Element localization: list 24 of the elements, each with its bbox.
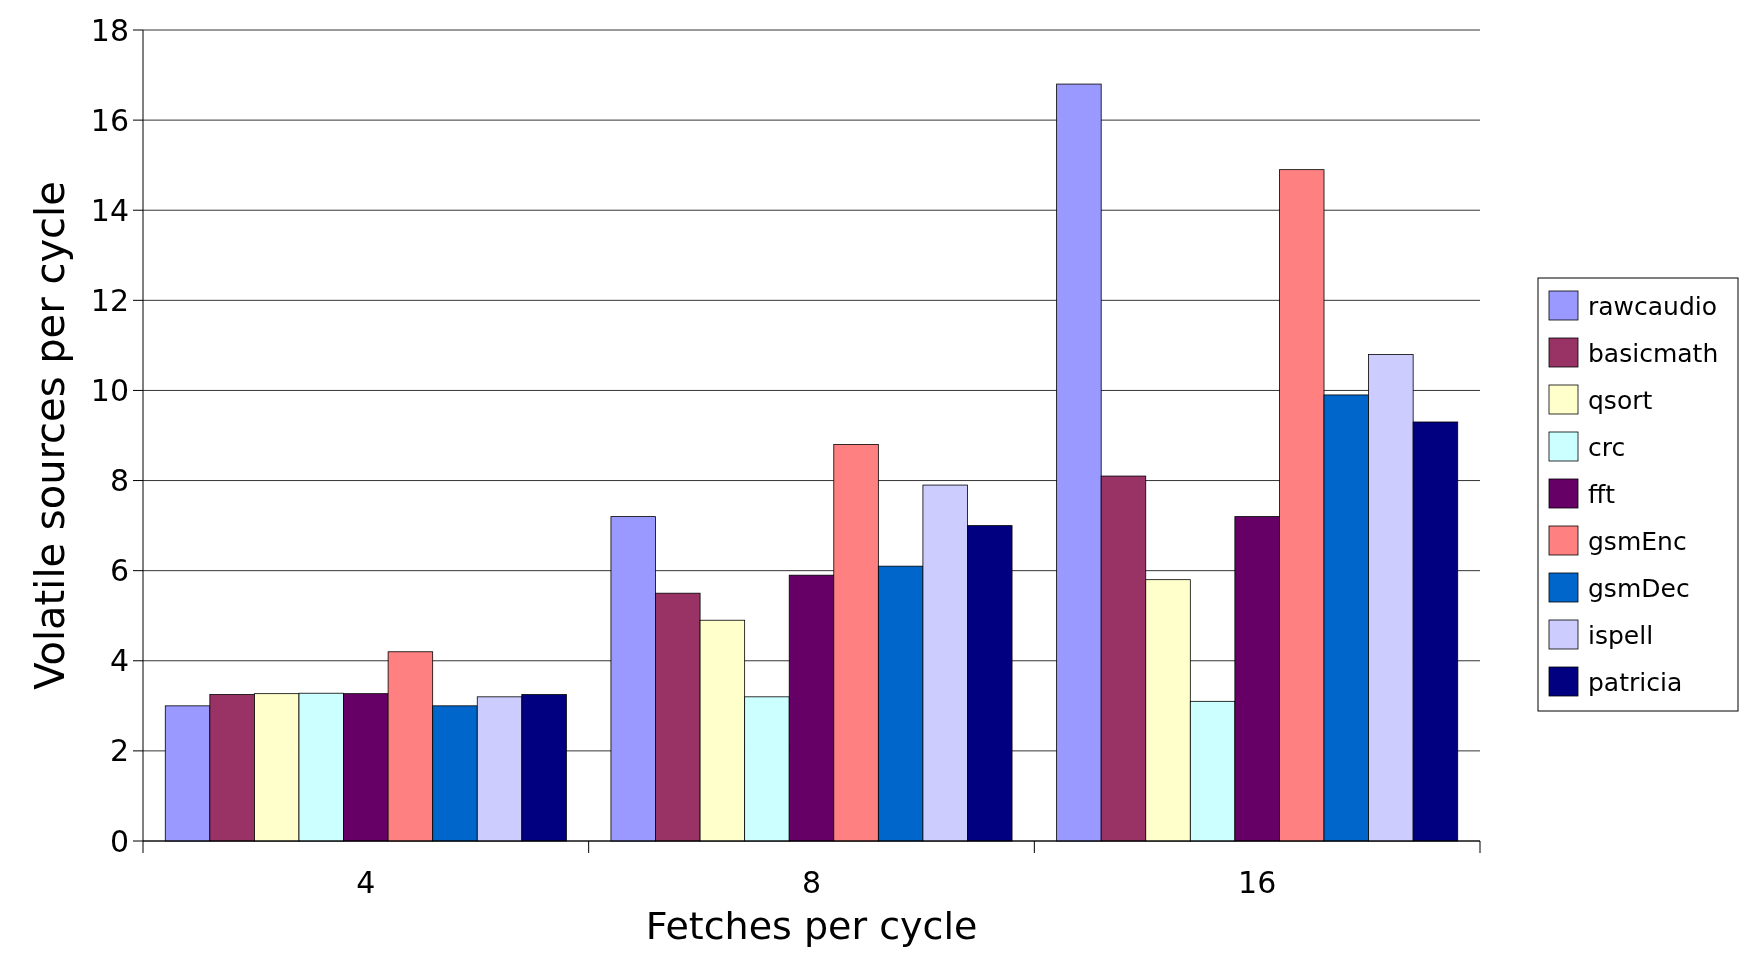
legend-label: patricia	[1588, 667, 1683, 697]
y-tick-label: 16	[90, 102, 129, 138]
y-tick-label: 2	[109, 733, 129, 769]
y-tick-label: 14	[90, 192, 129, 228]
legend-label: gsmDec	[1588, 573, 1690, 603]
y-tick-label: 12	[90, 282, 129, 318]
y-tick-label: 18	[90, 12, 129, 48]
y-tick-label: 10	[90, 372, 129, 408]
y-tick-label: 4	[109, 643, 129, 679]
legend-label: basicmath	[1588, 338, 1719, 368]
x-tick-label: 16	[1238, 865, 1277, 900]
legend-label: fft	[1588, 479, 1616, 509]
y-tick-label: 6	[109, 553, 129, 589]
x-axis-title: Fetches per cycle	[645, 904, 978, 948]
x-tick-label: 8	[801, 865, 822, 900]
legend-label: rawcaudio	[1588, 291, 1718, 321]
y-tick-label: 8	[109, 463, 129, 499]
x-tick-label: 4	[356, 865, 376, 900]
legend-label: ispell	[1588, 620, 1654, 650]
y-tick-label: 0	[109, 823, 129, 859]
legend-label: qsort	[1588, 385, 1653, 415]
legend-label: gsmEnc	[1588, 526, 1687, 556]
legend-label: crc	[1588, 432, 1626, 462]
y-axis-title: Volatile sources per cycle	[27, 181, 73, 690]
